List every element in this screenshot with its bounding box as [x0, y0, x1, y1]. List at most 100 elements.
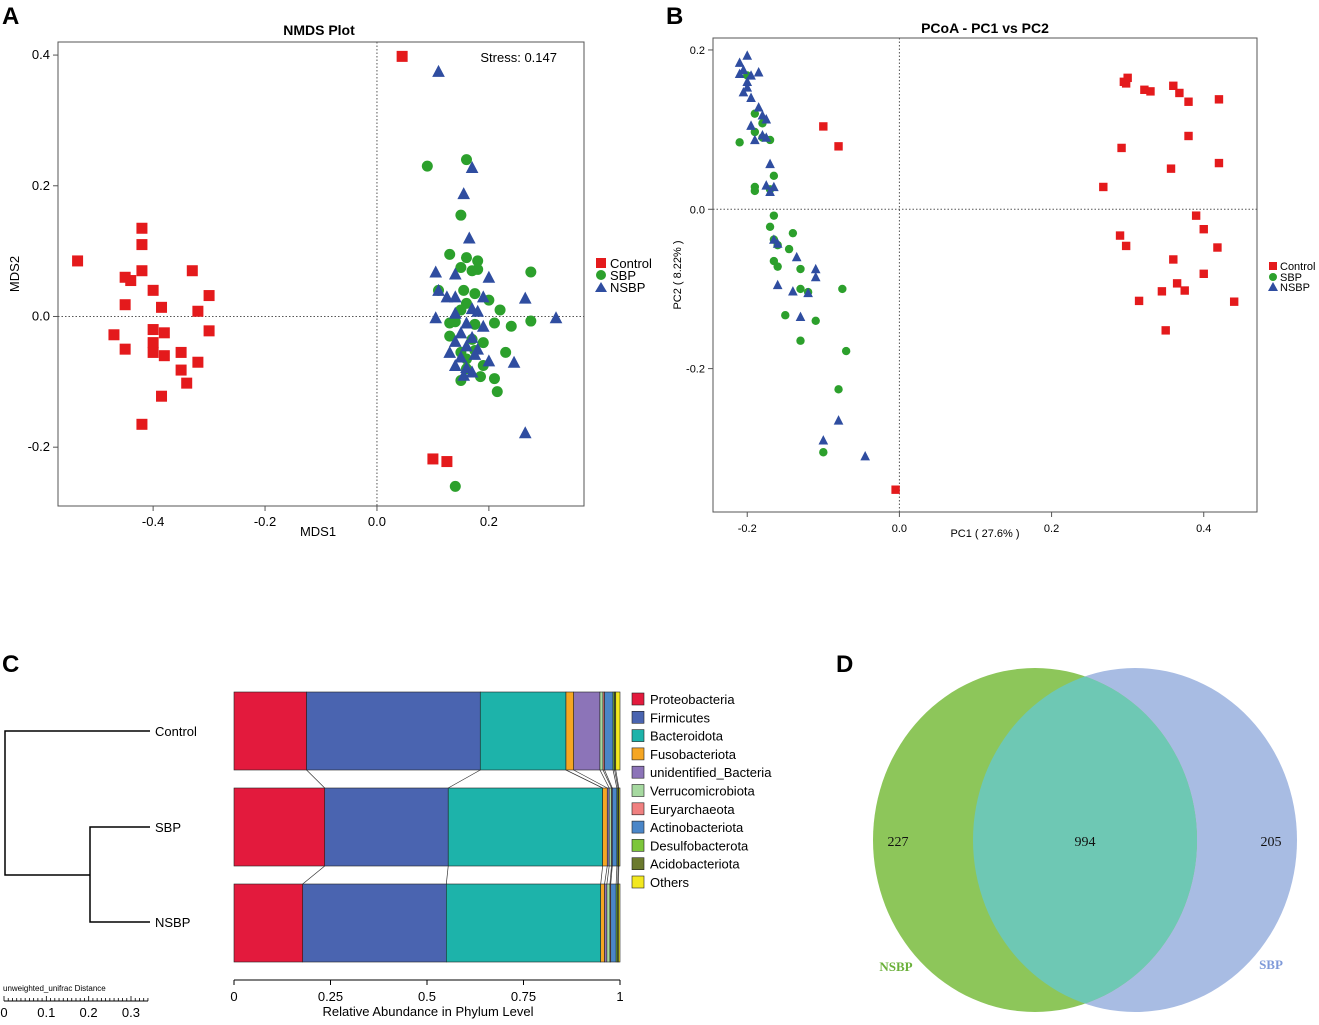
point-control — [1122, 242, 1130, 250]
x-tick-label: -0.4 — [142, 514, 164, 529]
point-control — [148, 285, 159, 296]
nmds-points — [72, 51, 562, 492]
point-nsbp — [429, 311, 442, 323]
venn-label-nsbp: NSBP — [879, 959, 912, 974]
point-nsbp — [550, 311, 563, 323]
point-control — [1184, 132, 1192, 140]
pcoa-points — [735, 50, 1239, 494]
point-sbp — [796, 265, 804, 273]
point-control — [1161, 326, 1169, 334]
point-control — [1099, 183, 1107, 191]
point-nsbp — [432, 65, 445, 77]
point-sbp — [838, 285, 846, 293]
bar-connector-line — [607, 866, 609, 884]
panel-c-phylum-abundance: C Control SBP NSBP unweighted_unifrac Di… — [0, 651, 772, 1020]
pcoa-x-label: PC1 ( 27.6% ) — [950, 528, 1019, 540]
point-nsbp — [860, 451, 870, 460]
abundance-x-label: Relative Abundance in Phylum Level — [322, 1004, 533, 1019]
point-control — [159, 327, 170, 338]
point-nsbp — [788, 286, 798, 295]
bar-connector-line — [605, 770, 613, 788]
legend-swatch-others — [632, 876, 644, 888]
bar-segment-actinobacteriota — [612, 788, 617, 866]
dendrogram-branch-root — [5, 731, 150, 875]
nmds-title: NMDS Plot — [283, 22, 355, 38]
y-tick-label: 0.2 — [690, 45, 705, 57]
point-control — [1167, 164, 1175, 172]
point-control — [1122, 79, 1130, 87]
bar-segment-unidentified_bacteria — [574, 692, 600, 770]
point-control — [1158, 287, 1166, 295]
pcoa-legend-sbp-marker — [1269, 273, 1277, 281]
y-tick-label: -0.2 — [686, 364, 705, 376]
point-control — [192, 357, 203, 368]
x-tick-label: 0 — [230, 989, 237, 1004]
panel-label-b: B — [666, 3, 683, 30]
point-control — [148, 337, 159, 348]
point-control — [181, 378, 192, 389]
bar-segment-fusobacteriota — [603, 788, 608, 866]
point-control — [1192, 211, 1200, 219]
bar-segment-firmicutes — [325, 788, 449, 866]
point-sbp — [781, 311, 789, 319]
x-tick-label: 0.2 — [1044, 523, 1059, 535]
stacked-bars — [234, 692, 620, 962]
point-sbp — [842, 347, 850, 355]
bar-segment-bacteroidota — [448, 788, 602, 866]
bar-connector-line — [574, 770, 608, 788]
pcoa-y-label: PC2 ( 8.22% ) — [672, 240, 684, 309]
point-nsbp — [519, 426, 532, 438]
point-control — [108, 329, 119, 340]
point-nsbp — [754, 67, 764, 76]
point-control — [176, 347, 187, 358]
point-control — [136, 419, 147, 430]
point-control — [834, 142, 842, 150]
point-nsbp — [483, 271, 496, 283]
point-sbp — [834, 385, 842, 393]
dendrogram-branch-sbp-nsbp — [90, 827, 150, 922]
bar-segment-others — [619, 788, 620, 866]
bar-connector-line — [605, 866, 608, 884]
point-control — [176, 365, 187, 376]
point-nsbp — [457, 187, 470, 199]
y-tick-label: 0.0 — [690, 204, 705, 216]
point-sbp — [458, 285, 469, 296]
point-control — [1184, 98, 1192, 106]
legend-swatch-fusobacteriota — [632, 748, 644, 760]
point-control — [1169, 82, 1177, 90]
pcoa-legend-control-marker — [1269, 262, 1277, 270]
legend-label-firmicutes: Firmicutes — [650, 710, 710, 725]
legend-swatch-desulfobacterota — [632, 839, 644, 851]
bar-sbp — [234, 788, 620, 866]
point-sbp — [450, 481, 461, 492]
point-sbp — [796, 285, 804, 293]
point-sbp — [489, 373, 500, 384]
nmds-y-ticks: -0.20.00.20.4 — [28, 47, 58, 454]
y-tick-label: 0.4 — [32, 47, 50, 62]
point-control — [1181, 286, 1189, 294]
point-sbp — [500, 347, 511, 358]
point-control — [156, 391, 167, 402]
point-sbp — [455, 210, 466, 221]
scale-tick-label: 0.3 — [122, 1005, 140, 1020]
point-sbp — [770, 211, 778, 219]
point-sbp — [796, 337, 804, 345]
dendrogram-label-nsbp: NSBP — [155, 915, 190, 930]
point-control — [1230, 297, 1238, 305]
y-tick-label: -0.2 — [28, 439, 50, 454]
legend-label-fusobacteriota: Fusobacteriota — [650, 747, 737, 762]
legend-label-others: Others — [650, 875, 690, 890]
point-sbp — [489, 318, 500, 329]
point-sbp — [444, 249, 455, 260]
point-control — [1169, 255, 1177, 263]
bar-segment-proteobacteria — [234, 788, 325, 866]
point-sbp — [525, 316, 536, 327]
legend-label-acidobacteriota: Acidobacteriota — [650, 857, 740, 872]
nmds-legend-sbp-marker — [596, 270, 606, 280]
point-sbp — [506, 321, 517, 332]
x-tick-label: -0.2 — [254, 514, 276, 529]
bar-control — [234, 692, 620, 770]
point-control — [1215, 159, 1223, 167]
point-sbp — [525, 267, 536, 278]
